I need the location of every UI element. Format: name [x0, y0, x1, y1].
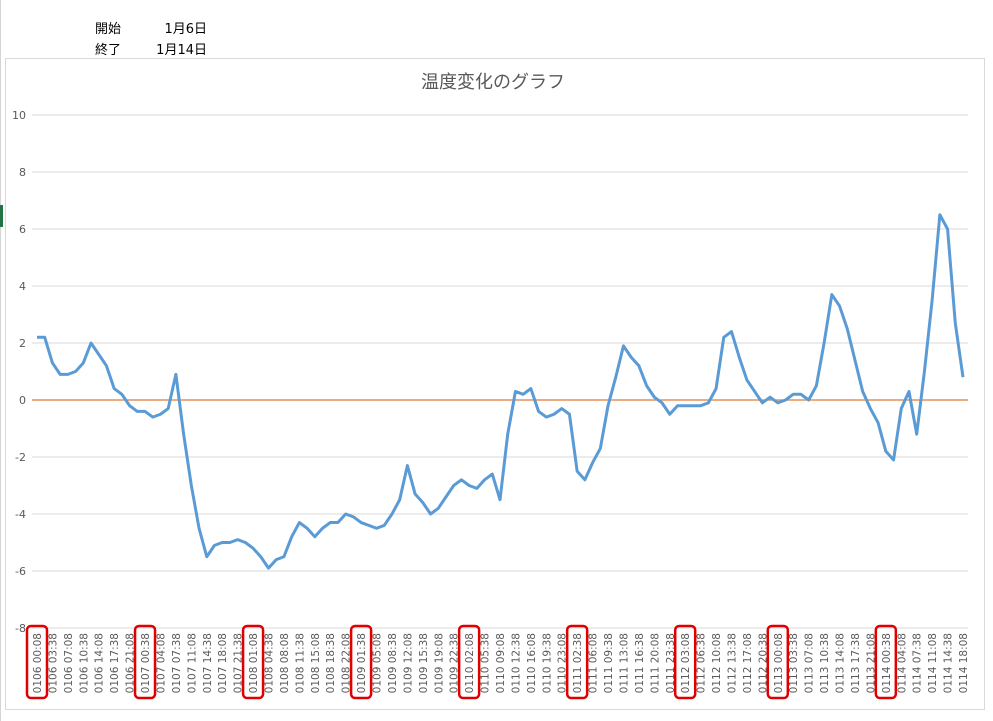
y-tick-label: -2: [15, 451, 26, 464]
y-tick-label: 8: [19, 166, 26, 179]
x-tick-label: 0107 04:08: [155, 633, 167, 693]
highlight-box: [133, 624, 157, 700]
x-tick-label: 0107 00:38: [140, 633, 152, 693]
x-tick-label: 0110 02:08: [464, 633, 476, 693]
x-tick-label: 0107 21:38: [233, 633, 245, 693]
x-tick-label: 0114 11:08: [927, 633, 939, 693]
end-value: 1月14日: [156, 43, 207, 58]
x-tick-label: 0106 07:08: [63, 633, 75, 693]
x-tick-label: 0113 21:08: [865, 633, 877, 693]
x-tick-label: 0113 17:38: [850, 633, 862, 693]
y-tick-label: 10: [12, 109, 26, 122]
highlight-box: [565, 624, 589, 700]
x-tick-label: 0113 14:08: [835, 633, 847, 693]
x-tick-label: 0107 11:08: [186, 633, 198, 693]
x-tick-label: 0108 04:38: [264, 633, 276, 693]
highlight-box: [25, 624, 49, 700]
x-tick-label: 0112 17:08: [742, 633, 754, 693]
x-tick-label: 0107 18:08: [217, 633, 229, 693]
x-tick-label: 0110 19:38: [541, 633, 553, 693]
x-tick-label: 0111 02:38: [572, 633, 584, 693]
start-label: 開始: [95, 22, 121, 37]
highlight-box: [874, 624, 898, 700]
x-tick-label: 0108 01:08: [248, 633, 260, 693]
x-tick-label: 0108 22:08: [341, 633, 353, 693]
x-tick-label: 0106 00:08: [32, 633, 44, 693]
x-tick-label: 0111 23:38: [665, 633, 677, 693]
x-tick-label: 0114 18:08: [958, 633, 970, 693]
x-tick-label: 0112 20:38: [757, 633, 769, 693]
x-tick-label: 0106 10:38: [78, 633, 90, 693]
x-tick-label: 0109 19:08: [433, 633, 445, 693]
x-tick-label: 0110 23:08: [557, 633, 569, 693]
highlight-box: [241, 624, 265, 700]
x-tick-label: 0108 18:38: [325, 633, 337, 693]
x-tick-label: 0109 01:38: [356, 633, 368, 693]
x-tick-label: 0110 16:08: [526, 633, 538, 693]
x-tick-label: 0112 10:08: [711, 633, 723, 693]
y-tick-label: -4: [15, 508, 26, 521]
x-tick-label: 0111 13:08: [618, 633, 630, 693]
x-tick-label: 0107 07:38: [171, 633, 183, 693]
x-tick-label: 0109 08:38: [387, 633, 399, 693]
x-tick-label: 0109 12:08: [402, 633, 414, 693]
highlight-box: [766, 624, 790, 700]
y-tick-label: 6: [19, 223, 26, 236]
x-tick-label: 0112 03:08: [680, 633, 692, 693]
y-tick-label: -6: [15, 565, 26, 578]
x-tick-label: 0109 05:08: [372, 633, 384, 693]
x-tick-label: 0109 15:38: [418, 633, 430, 693]
highlight-box: [457, 624, 481, 700]
x-tick-label: 0114 14:38: [943, 633, 955, 693]
x-tick-label: 0114 00:38: [881, 633, 893, 693]
x-tick-label: 0106 17:38: [109, 633, 121, 693]
x-tick-label: 0111 20:08: [649, 633, 661, 693]
chart-title: 温度変化のグラフ: [421, 72, 565, 93]
x-tick-label: 0110 05:38: [480, 633, 492, 693]
x-tick-label: 0111 16:38: [634, 633, 646, 693]
x-tick-label: 0109 22:38: [449, 633, 461, 693]
x-tick-label: 0111 06:08: [588, 633, 600, 693]
y-tick-label: 0: [19, 394, 26, 407]
x-tick-label: 0114 04:08: [896, 633, 908, 693]
x-tick-label: 0112 13:38: [727, 633, 739, 693]
highlight-box: [349, 624, 373, 700]
x-tick-label: 0108 15:08: [310, 633, 322, 693]
x-tick-label: 0108 11:38: [294, 633, 306, 693]
x-tick-label: 0114 07:38: [912, 633, 924, 693]
x-tick-label: 0107 14:38: [202, 633, 214, 693]
row-marker: [0, 205, 3, 227]
y-tick-label: 4: [19, 280, 26, 293]
end-label: 終了: [95, 42, 121, 58]
chart-area[interactable]: [5, 58, 985, 710]
y-tick-label: 2: [19, 337, 26, 350]
temperature-line: [37, 213, 965, 570]
x-tick-label: 0110 09:08: [495, 633, 507, 693]
highlight-box: [673, 624, 697, 700]
x-tick-label: 0113 10:38: [819, 633, 831, 693]
x-tick-label: 0110 12:38: [510, 633, 522, 693]
start-value: 1月6日: [164, 22, 207, 37]
x-tick-label: 0112 06:38: [696, 633, 708, 693]
x-tick-label: 0113 03:38: [788, 633, 800, 693]
x-tick-label: 0113 07:08: [804, 633, 816, 693]
x-tick-label: 0113 00:08: [773, 633, 785, 693]
x-tick-label: 0106 21:08: [125, 633, 137, 693]
x-tick-label: 0106 03:38: [47, 633, 59, 693]
x-tick-label: 0111 09:38: [603, 633, 615, 693]
x-tick-label: 0108 08:08: [279, 633, 291, 693]
x-tick-label: 0106 14:08: [94, 633, 106, 693]
y-tick-label: -8: [15, 622, 26, 635]
